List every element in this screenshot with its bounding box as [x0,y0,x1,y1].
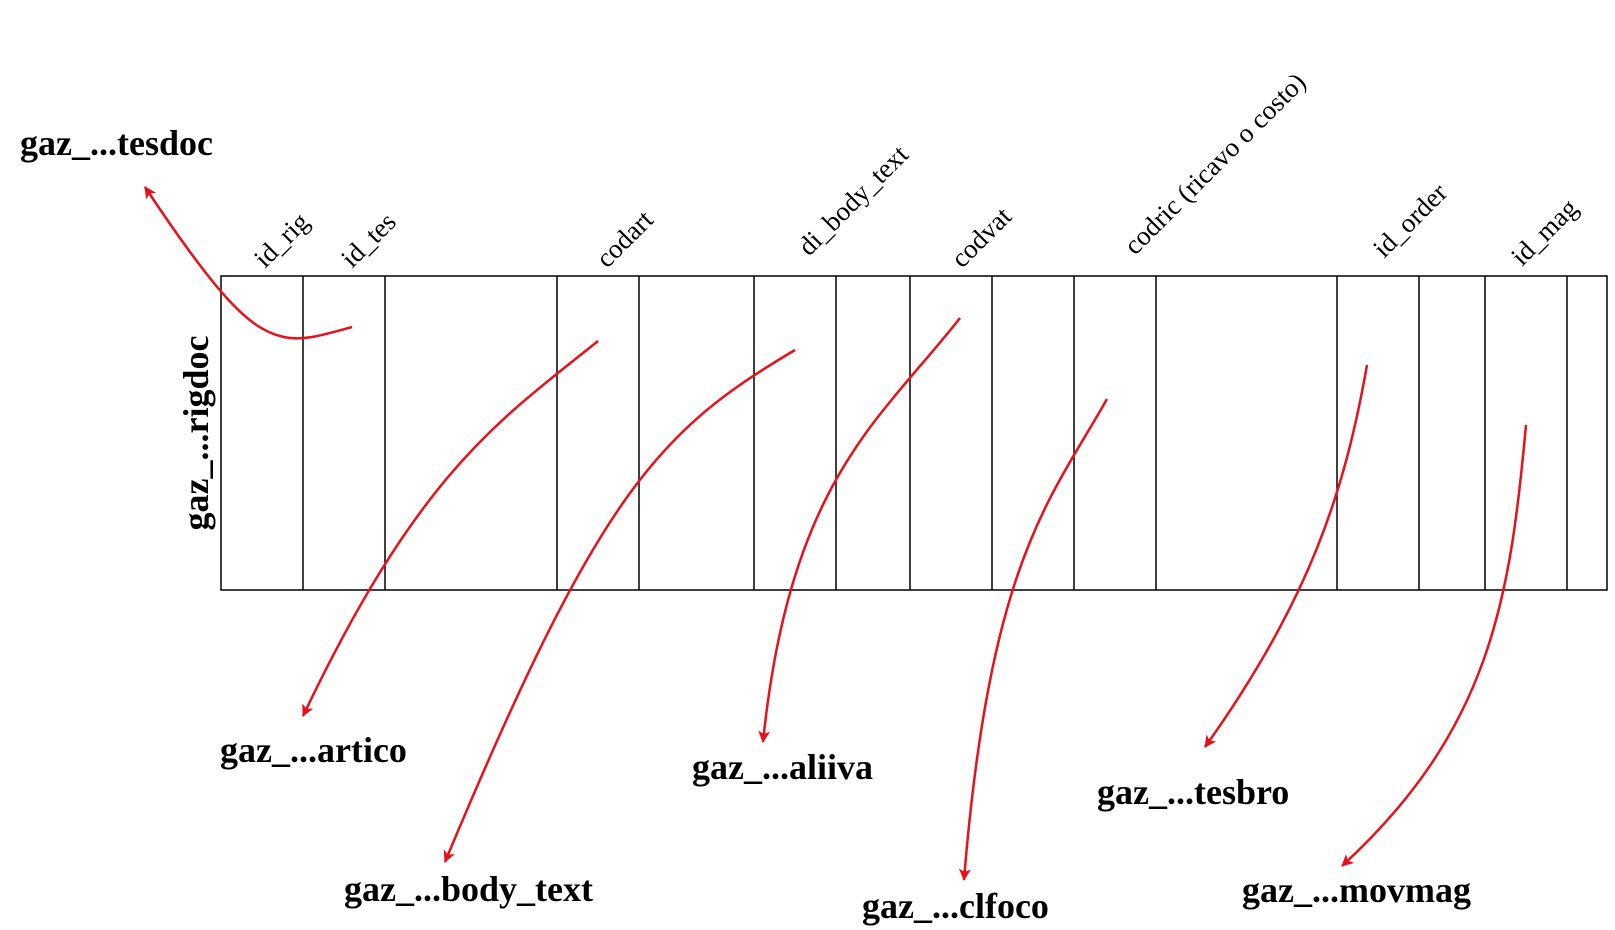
column-label-di-body-text: di_body_text [792,139,914,261]
arrow-di-body-text-to-body-text [443,348,796,863]
target-label-movmag: gaz_...movmag [1242,870,1471,910]
table-name: gaz_...rigdoc [176,336,216,531]
target-label-tesdoc: gaz_...tesdoc [20,123,213,163]
column-label-id-order: id_order [1367,177,1453,263]
target-label-tesbro: gaz_...tesbro [1097,772,1289,812]
arrow-id-mag-to-movmag [1341,424,1528,867]
arrow-id-tes-to-tesdoc [143,186,353,340]
column-label-codart: codart [590,204,659,273]
column-label-id-rig: id_rig [248,206,315,273]
arrow-codric-to-clfoco [958,398,1109,881]
reference-arrows [143,186,1528,881]
arrow-codvat-to-aliiva [758,317,961,743]
column-label-id-tes: id_tes [335,206,402,273]
column-dividers [302,276,1568,590]
target-label-artico: gaz_...artico [220,730,407,770]
target-labels: gaz_...tesdoc gaz_...artico gaz_...body_… [20,123,1471,926]
column-label-codric: codric (ricavo o costo) [1118,67,1312,261]
target-label-clfoco: gaz_...clfoco [862,886,1049,926]
table-box [220,275,1608,591]
column-labels: id_rig id_tes codart di_body_text codvat… [248,67,1583,274]
column-label-id-mag: id_mag [1505,193,1583,271]
column-label-codvat: codvat [945,201,1017,273]
rigdoc-table: gaz_...rigdoc [176,275,1608,591]
arrow-id-order-to-tesbro [1203,364,1369,748]
target-label-aliiva: gaz_...aliiva [692,747,873,787]
target-label-body-text: gaz_...body_text [344,869,593,909]
arrow-codart-to-artico [301,340,599,717]
